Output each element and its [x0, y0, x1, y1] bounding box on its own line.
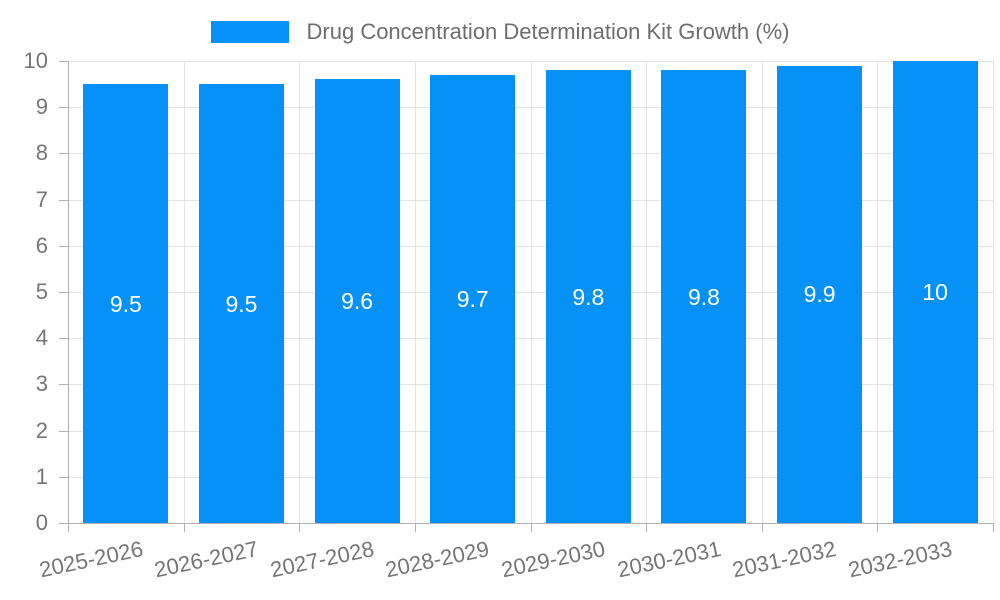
- y-axis-tick-label: 2: [35, 417, 48, 443]
- y-axis-tick: [59, 199, 68, 201]
- gridline-vertical: [877, 61, 879, 523]
- y-axis-tick-label: 1: [35, 463, 48, 489]
- x-axis-category-label: 2031-2032: [730, 536, 839, 583]
- y-axis-tick-label: 4: [35, 325, 48, 351]
- bar-2025-2026[interactable]: [83, 84, 169, 523]
- bar-value-label: 9.8: [572, 283, 605, 310]
- x-axis-category-label: 2026-2027: [152, 536, 261, 583]
- legend-label: Drug Concentration Determination Kit Gro…: [306, 19, 790, 44]
- y-axis-tick-label: 9: [35, 94, 48, 120]
- y-axis-tick-label: 0: [35, 510, 48, 535]
- x-axis-tick: [183, 523, 185, 532]
- x-axis-tick: [993, 523, 994, 532]
- bar-value-label: 9.5: [225, 290, 258, 317]
- y-axis-tick-label: 7: [35, 186, 48, 212]
- bar-2030-2031[interactable]: [661, 70, 747, 523]
- x-axis-category-label: 2032-2033: [846, 536, 955, 583]
- bar-value-label: 9.7: [456, 285, 489, 312]
- y-axis-tick-label: 8: [35, 140, 48, 166]
- x-axis-tick: [646, 523, 648, 532]
- y-axis-tick: [59, 245, 68, 247]
- x-axis-category-label: 2025-2026: [36, 536, 145, 583]
- legend-swatch[interactable]: [210, 21, 289, 43]
- legend[interactable]: Drug Concentration Determination Kit Gro…: [0, 17, 1000, 47]
- gridline-vertical: [993, 61, 994, 523]
- gridline-vertical: [646, 61, 648, 523]
- y-axis-tick-label: 10: [23, 48, 48, 73]
- x-axis-category-label: 2027-2028: [267, 536, 377, 583]
- bar-2032-2033[interactable]: [892, 61, 978, 523]
- bar-value-label: 9.9: [803, 281, 836, 308]
- y-axis-tick: [59, 384, 68, 386]
- y-axis-tick: [59, 107, 68, 109]
- x-axis-tick: [299, 523, 301, 532]
- x-axis-category-label: 2029-2030: [499, 536, 608, 583]
- y-axis-tick-label: 5: [35, 279, 48, 304]
- bar-2026-2027[interactable]: [198, 84, 284, 523]
- bar-2031-2032[interactable]: [777, 65, 863, 523]
- bar-2027-2028[interactable]: [314, 79, 400, 523]
- bar-value-label: 9.8: [687, 283, 720, 310]
- x-axis-tick: [761, 523, 763, 532]
- x-axis-category-label: 2030-2031: [614, 536, 723, 583]
- gridline-vertical: [183, 61, 185, 523]
- y-axis-tick: [59, 338, 68, 340]
- y-axis-tick: [59, 61, 68, 62]
- bar-2028-2029[interactable]: [430, 74, 516, 523]
- y-axis-tick: [59, 153, 68, 155]
- bar-value-label: 9.5: [109, 290, 142, 317]
- bar-value-label: 9.6: [341, 288, 374, 315]
- gridline-vertical: [761, 61, 763, 523]
- y-axis-tick-label: 6: [35, 232, 48, 258]
- bar-value-label: 10: [922, 279, 948, 305]
- x-axis-tick: [877, 523, 879, 532]
- gridline-vertical: [414, 61, 416, 523]
- y-axis-line: [68, 61, 69, 532]
- x-axis-tick: [530, 523, 532, 532]
- y-axis-tick: [59, 292, 68, 293]
- y-axis-tick: [59, 430, 68, 432]
- x-axis-category-label: 2028-2029: [383, 536, 492, 583]
- y-axis-tick-label: 3: [35, 371, 48, 397]
- gridline-vertical: [530, 61, 532, 523]
- x-axis-tick: [414, 523, 416, 532]
- x-axis-line: [59, 523, 993, 524]
- y-axis-tick: [59, 476, 68, 478]
- bar-2029-2030[interactable]: [545, 70, 631, 523]
- gridline-vertical: [299, 61, 301, 523]
